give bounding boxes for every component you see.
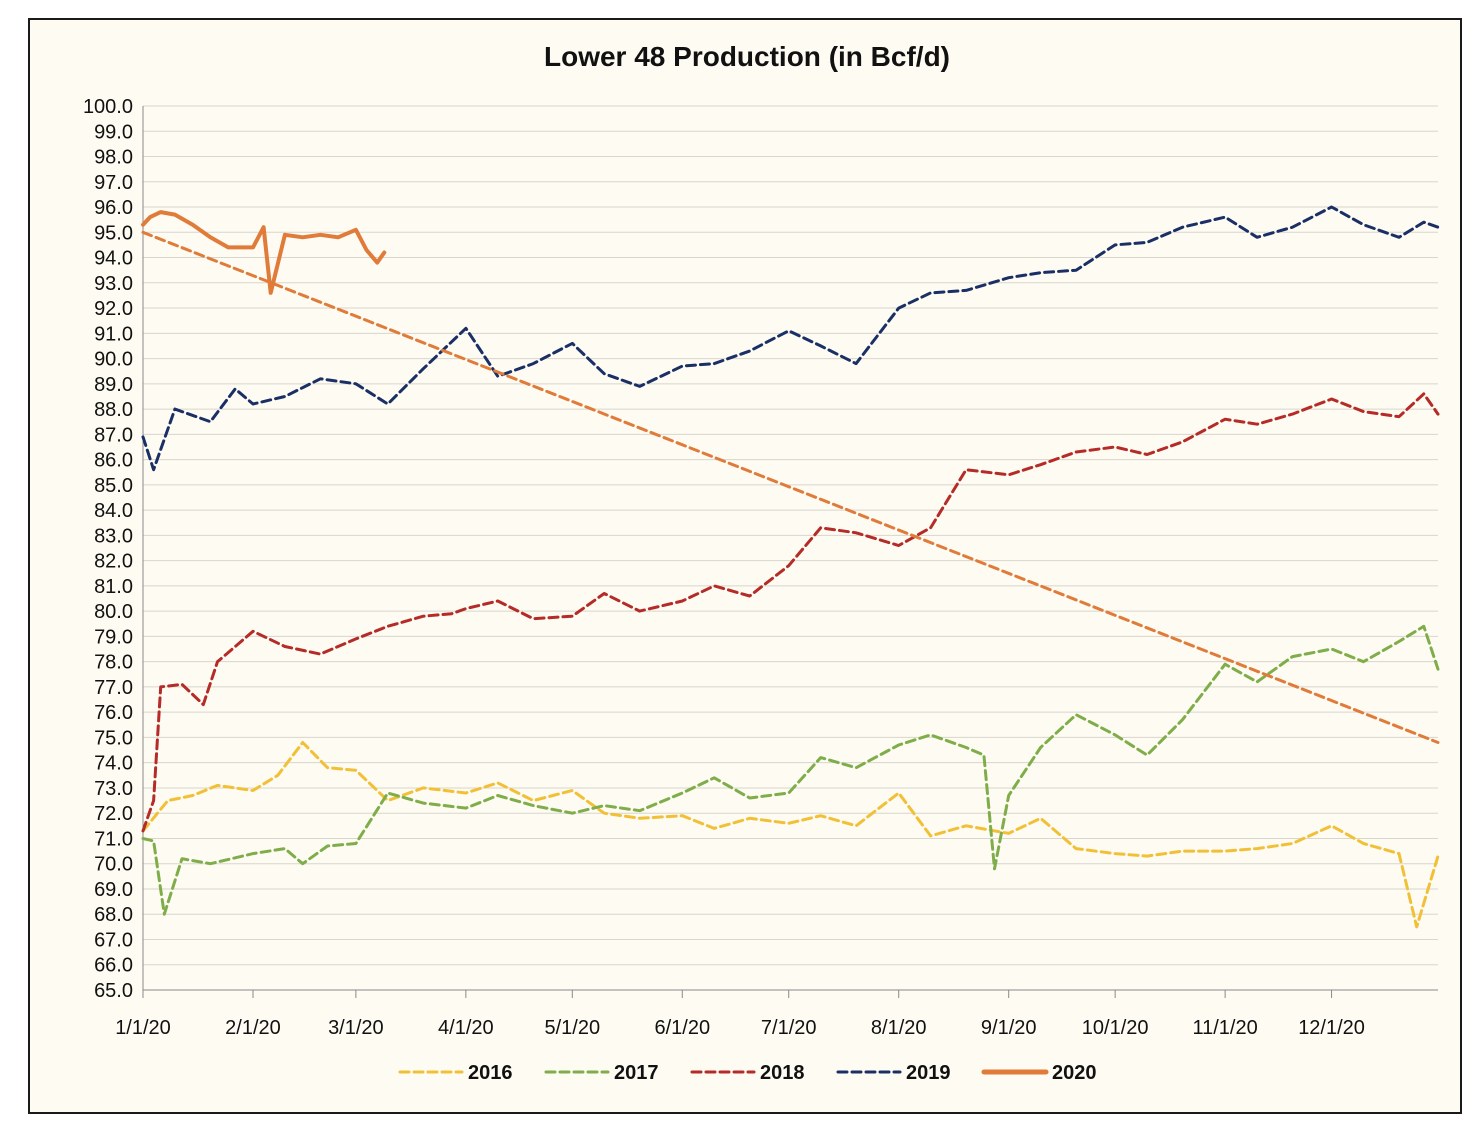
x-tick-label: 10/1/20 xyxy=(1082,1017,1149,1039)
series-lines xyxy=(141,205,1440,929)
y-tick-label: 65.0 xyxy=(94,980,133,1002)
x-tick-label: 6/1/20 xyxy=(654,1017,710,1039)
y-tick-label: 91.0 xyxy=(94,323,133,345)
legend-label-2016: 2016 xyxy=(468,1062,513,1084)
series-line-2020 xyxy=(141,210,387,295)
y-tick-label: 72.0 xyxy=(94,803,133,825)
y-tick-label: 76.0 xyxy=(94,702,133,724)
legend-label-2019: 2019 xyxy=(906,1062,951,1084)
y-tick-label: 68.0 xyxy=(94,904,133,926)
x-tick-label: 2/1/20 xyxy=(225,1017,281,1039)
y-tick-label: 86.0 xyxy=(94,450,133,472)
y-tick-label: 89.0 xyxy=(94,374,133,396)
gridlines xyxy=(143,105,1438,991)
y-tick-label: 95.0 xyxy=(94,222,133,244)
series-line-2017 xyxy=(141,624,1440,916)
y-tick-label: 88.0 xyxy=(94,399,133,421)
series-line-2016 xyxy=(141,741,1440,929)
y-tick-label: 99.0 xyxy=(94,121,133,143)
y-tick-label: 96.0 xyxy=(94,197,133,219)
legend-label-2020: 2020 xyxy=(1052,1062,1097,1084)
y-tick-label: 82.0 xyxy=(94,551,133,573)
y-tick-label: 84.0 xyxy=(94,500,133,522)
x-tick-label: 7/1/20 xyxy=(761,1017,817,1039)
y-tick-label: 78.0 xyxy=(94,652,133,674)
y-tick-label: 94.0 xyxy=(94,248,133,270)
y-tick-label: 67.0 xyxy=(94,929,133,951)
x-tick-label: 12/1/20 xyxy=(1298,1017,1365,1039)
x-tick-label: 8/1/20 xyxy=(871,1017,927,1039)
legend-label-2017: 2017 xyxy=(614,1062,659,1084)
series-line-2018 xyxy=(141,392,1440,833)
y-tick-label: 93.0 xyxy=(94,273,133,295)
y-tick-label: 97.0 xyxy=(94,172,133,194)
y-tick-label: 92.0 xyxy=(94,298,133,320)
y-tick-label: 77.0 xyxy=(94,677,133,699)
chart-title: Lower 48 Production (in Bcf/d) xyxy=(544,41,950,72)
y-tick-label: 80.0 xyxy=(94,601,133,623)
y-tick-label: 73.0 xyxy=(94,778,133,800)
x-tick-label: 4/1/20 xyxy=(438,1017,494,1039)
y-tick-label: 83.0 xyxy=(94,525,133,547)
y-tick-label: 71.0 xyxy=(94,828,133,850)
chart-svg: Lower 48 Production (in Bcf/d) 65.066.06… xyxy=(83,41,1440,1084)
series-line-2019 xyxy=(141,205,1440,472)
axes: 65.0 66.0 67.0 68.0 69.0 70.0 71.0 72.0 73.0 74.0… xyxy=(83,96,1438,1039)
y-tick-label: 70.0 xyxy=(94,854,133,876)
y-tick-label: 81.0 xyxy=(94,576,133,598)
chart-frame: Lower 48 Production (in Bcf/d) 65.0 66.0 6… xyxy=(28,18,1462,1114)
y-tick-label: 69.0 xyxy=(94,879,133,901)
legend-label-2018: 2018 xyxy=(760,1062,805,1084)
x-tick-label: 1/1/20 xyxy=(115,1017,171,1039)
y-tick-label: 85.0 xyxy=(94,475,133,497)
y-tick-label: 66.0 xyxy=(94,955,133,977)
y-tick-label: 87.0 xyxy=(94,424,133,446)
y-tick-label: 90.0 xyxy=(94,349,133,371)
y-tick-label: 100.0 xyxy=(83,96,133,118)
y-tick-label: 98.0 xyxy=(94,147,133,169)
x-tick-label: 9/1/20 xyxy=(981,1017,1037,1039)
y-tick-label: 74.0 xyxy=(94,753,133,775)
x-tick-label: 5/1/20 xyxy=(544,1017,600,1039)
x-tick-label: 3/1/20 xyxy=(328,1017,384,1039)
trend-line xyxy=(141,230,1440,744)
x-tick-label: 11/1/20 xyxy=(1192,1017,1257,1039)
y-tick-label: 75.0 xyxy=(94,727,133,749)
y-tick-label: 79.0 xyxy=(94,626,133,648)
legend: 2016 2017 2018 2019 2020 xyxy=(398,1062,1097,1084)
